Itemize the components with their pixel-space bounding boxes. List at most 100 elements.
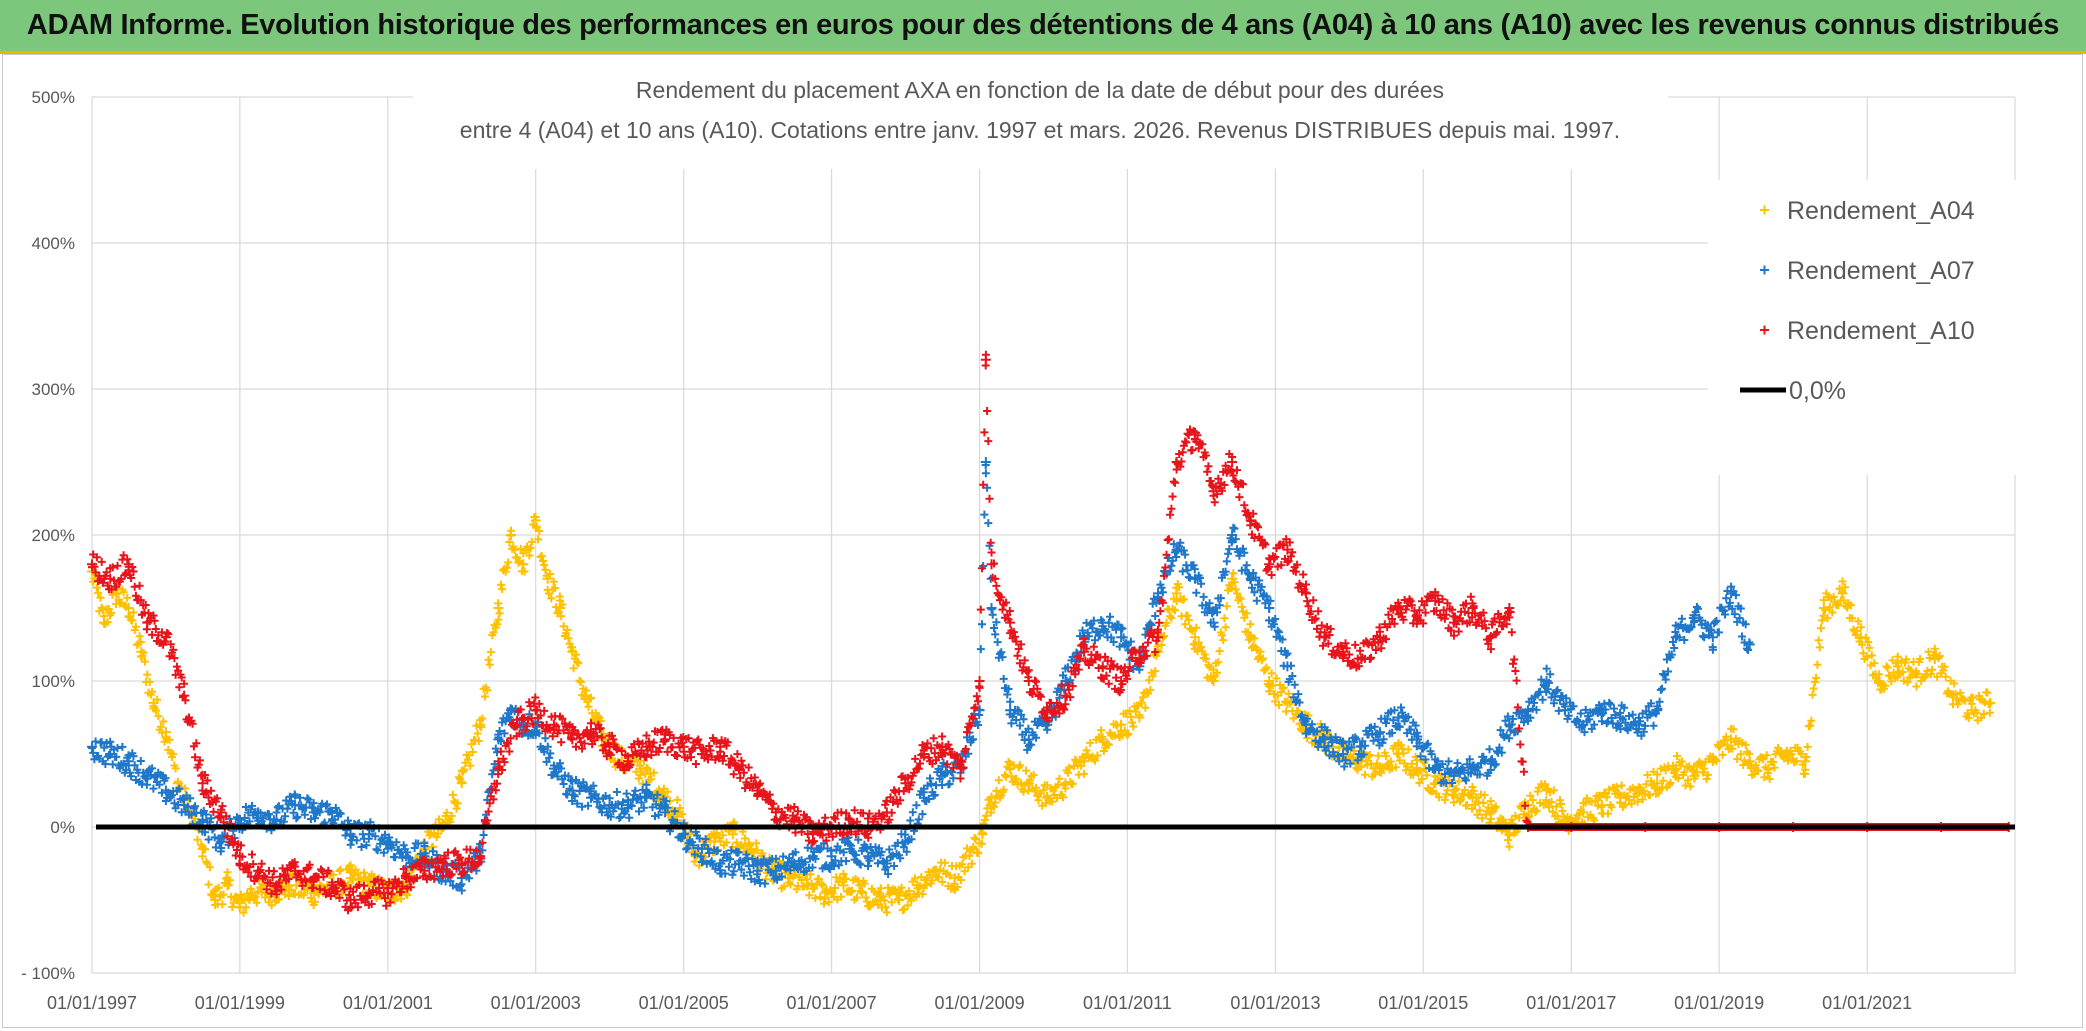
data-point (770, 865, 781, 876)
data-point (980, 457, 991, 467)
data-point (1245, 515, 1256, 526)
data-point (1689, 610, 1700, 621)
data-point (955, 763, 966, 774)
data-point (1301, 588, 1312, 599)
data-point (1301, 719, 1312, 730)
data-point (234, 902, 245, 913)
data-point (1689, 770, 1700, 781)
data-point (937, 741, 948, 752)
data-point (512, 719, 523, 730)
data-point (493, 763, 504, 774)
data-point (977, 829, 988, 840)
data-point (530, 515, 541, 526)
data-point (1190, 427, 1201, 438)
data-point (1097, 661, 1108, 672)
data-point (727, 829, 738, 840)
data-point (567, 785, 578, 796)
data-point (1097, 617, 1108, 628)
data-point (87, 741, 97, 752)
data-point (1356, 741, 1367, 752)
data-point (1208, 676, 1219, 686)
data-point (1541, 785, 1552, 796)
chart-frame: - 100% 0% 100% 200% 300% 400% 500% 01/01/1997 0… (2, 54, 2083, 1028)
data-point (1227, 573, 1238, 584)
data-point (801, 880, 812, 891)
data-point (844, 814, 855, 825)
data-point (1171, 544, 1182, 555)
chart-title-line-2: entre 4 (A04) et 10 ans (A10). Cotations… (460, 117, 1620, 143)
legend-label: Rendement_A07 (1787, 257, 1975, 285)
data-point (881, 858, 892, 869)
data-point (734, 858, 745, 869)
data-point (807, 829, 818, 840)
data-point (1929, 654, 1940, 665)
data-point (345, 829, 356, 840)
data-point (1005, 617, 1016, 628)
data-point (554, 603, 565, 613)
chart-legend[interactable]: Rendement_A04 Rendement_A07 Rendement_A10 0… (1708, 180, 2018, 475)
data-point (1726, 588, 1737, 599)
data-point (1448, 785, 1459, 796)
data-point (1504, 829, 1515, 840)
series-Rendement_A10 (87, 350, 2014, 915)
data-point (308, 807, 319, 818)
data-point (875, 895, 886, 905)
data-point (783, 873, 794, 884)
data-point (1911, 668, 1922, 679)
data-point (1097, 734, 1108, 745)
x-tick-label: 01/01/2015 (1378, 993, 1468, 1013)
data-point (1504, 603, 1515, 613)
data-point (1412, 734, 1422, 745)
data-point (1060, 778, 1071, 789)
data-point (1837, 588, 1848, 599)
data-point (1171, 588, 1182, 599)
data-point (980, 354, 991, 365)
y-tick-label: 300% (32, 380, 75, 399)
data-point (98, 617, 109, 628)
data-point (493, 603, 504, 613)
data-point (826, 851, 837, 862)
data-point (271, 814, 282, 825)
data-point (881, 807, 892, 818)
data-point (160, 785, 171, 796)
data-point (715, 741, 726, 752)
data-point (635, 763, 646, 774)
data-point (401, 851, 412, 862)
data-point (1818, 603, 1829, 613)
data-point (1282, 697, 1293, 708)
data-point (105, 749, 116, 759)
data-point (937, 770, 948, 781)
data-point (1652, 778, 1663, 789)
data-point (789, 814, 800, 825)
data-point (142, 770, 153, 781)
data-point (1744, 639, 1755, 650)
data-point (1448, 770, 1459, 781)
data-point (210, 895, 221, 905)
data-point (1948, 690, 1959, 701)
data-point (419, 865, 430, 876)
data-point (1763, 763, 1774, 774)
data-point (986, 792, 997, 803)
data-point (345, 873, 356, 884)
data-point (1596, 705, 1607, 716)
data-point (746, 843, 757, 854)
data-point (1060, 676, 1071, 686)
data-point (863, 851, 874, 862)
data-point (1393, 603, 1404, 613)
data-point (1707, 632, 1718, 643)
data-point (1541, 676, 1552, 686)
series-layer (87, 350, 2014, 917)
data-point (820, 887, 831, 898)
data-point (1412, 610, 1422, 621)
legend-label: Rendement_A10 (1787, 317, 1975, 345)
y-tick-label: - 100% (21, 964, 75, 983)
data-point (475, 719, 486, 730)
data-point (1190, 632, 1201, 643)
data-point (1042, 705, 1053, 716)
data-point (1670, 632, 1681, 643)
data-point (1892, 661, 1903, 672)
data-point (1338, 749, 1349, 759)
data-point (1596, 800, 1607, 811)
y-tick-label: 100% (32, 672, 75, 691)
data-point (1744, 756, 1755, 767)
